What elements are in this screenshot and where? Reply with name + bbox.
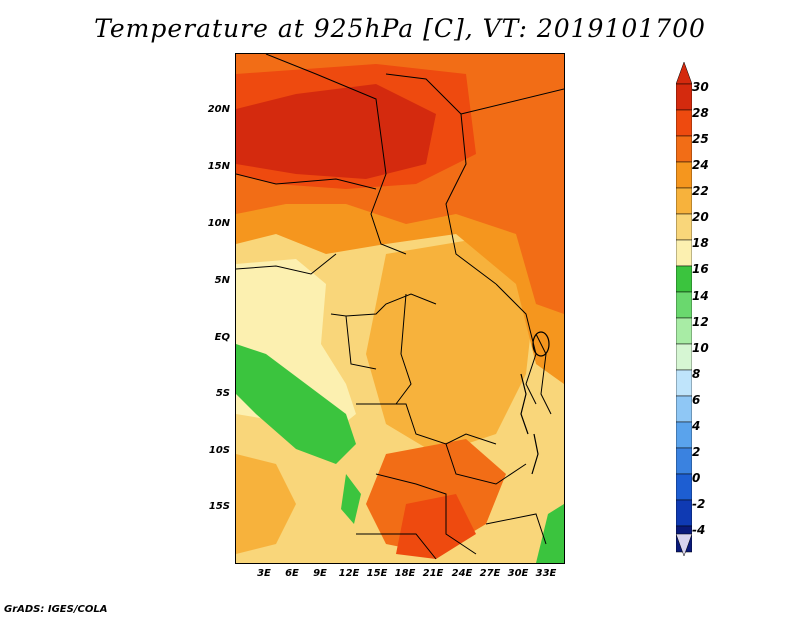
field-30-core bbox=[236, 84, 436, 179]
colorbar-cell bbox=[676, 369, 692, 397]
colorbar-cell bbox=[676, 499, 692, 527]
lon-label-3e: 3E bbox=[257, 568, 271, 579]
colorbar-cell bbox=[676, 239, 692, 267]
lat-label-10s: 10S bbox=[208, 445, 230, 456]
colorbar-cell bbox=[676, 109, 692, 137]
field-28-30-kalahari bbox=[396, 494, 476, 559]
colorbar-cells bbox=[676, 83, 692, 553]
field-22-24-southwest bbox=[236, 454, 296, 554]
lon-label-24e: 24E bbox=[451, 568, 473, 579]
colorbar-cell bbox=[676, 83, 692, 111]
colorbar-cell bbox=[676, 317, 692, 345]
colorbar-cell bbox=[676, 421, 692, 449]
grads-credit: GrADS: IGES/COLA bbox=[4, 604, 108, 615]
colorbar-cell bbox=[676, 135, 692, 163]
lat-label-5n: 5N bbox=[214, 275, 230, 286]
lon-label-30e: 30E bbox=[507, 568, 529, 579]
lat-label-10n: 10N bbox=[207, 218, 230, 229]
lon-label-21e: 21E bbox=[422, 568, 444, 579]
country-borders bbox=[236, 54, 564, 560]
colorbar-label-minus2: -2 bbox=[692, 497, 706, 511]
colorbar-label-4: 4 bbox=[692, 419, 701, 433]
map-title: Temperature at 925hPa [C], VT: 201910170… bbox=[94, 14, 706, 43]
colorbar bbox=[676, 62, 692, 557]
colorbar-label-22: 22 bbox=[692, 184, 709, 198]
colorbar-cell bbox=[676, 343, 692, 371]
lat-label-5s: 5S bbox=[215, 388, 230, 399]
colorbar-label-10: 10 bbox=[692, 341, 709, 355]
lon-label-15e: 15E bbox=[366, 568, 388, 579]
colorbar-label-30: 30 bbox=[692, 80, 709, 94]
colorbar-cell bbox=[676, 473, 692, 501]
lon-label-12e: 12E bbox=[338, 568, 360, 579]
colorbar-cell bbox=[676, 447, 692, 475]
colorbar-label-12: 12 bbox=[692, 315, 709, 329]
lat-label-15n: 15N bbox=[207, 161, 230, 172]
colorbar-cell bbox=[676, 187, 692, 215]
lon-label-6e: 6E bbox=[285, 568, 299, 579]
colorbar-label-2: 2 bbox=[692, 445, 701, 459]
colorbar-label-0: 0 bbox=[692, 471, 701, 485]
field-24-25-north bbox=[236, 194, 564, 384]
colorbar-label-24: 24 bbox=[692, 158, 709, 172]
colorbar-label-8: 8 bbox=[692, 367, 701, 381]
field-16-18-coast bbox=[341, 474, 361, 524]
colorbar-label-minus4: -4 bbox=[692, 523, 706, 537]
colorbar-cell bbox=[676, 265, 692, 293]
lakes bbox=[520, 331, 550, 475]
colorbar-cell bbox=[676, 291, 692, 319]
lat-label-eq: EQ bbox=[214, 332, 230, 343]
temperature-field bbox=[236, 54, 564, 563]
field-16-18-southeast bbox=[536, 504, 564, 563]
lon-label-33e: 33E bbox=[535, 568, 557, 579]
field-16-18-atlantic bbox=[236, 344, 356, 464]
colorbar-cell bbox=[676, 213, 692, 241]
lon-label-18e: 18E bbox=[394, 568, 416, 579]
temperature-map bbox=[235, 53, 565, 564]
colorbar-label-20: 20 bbox=[692, 210, 709, 224]
colorbar-label-14: 14 bbox=[692, 289, 709, 303]
colorbar-label-6: 6 bbox=[692, 393, 701, 407]
lon-label-27e: 27E bbox=[479, 568, 501, 579]
colorbar-label-18: 18 bbox=[692, 236, 709, 250]
colorbar-bottom-arrow bbox=[676, 533, 692, 557]
colorbar-top-arrow bbox=[676, 62, 692, 85]
colorbar-label-16: 16 bbox=[692, 262, 709, 276]
colorbar-label-25: 25 bbox=[692, 132, 709, 146]
lat-label-15s: 15S bbox=[208, 501, 230, 512]
colorbar-cell bbox=[676, 395, 692, 423]
colorbar-label-28: 28 bbox=[692, 106, 709, 120]
field-22-24-basin bbox=[366, 239, 536, 454]
lon-label-9e: 9E bbox=[313, 568, 327, 579]
colorbar-cell bbox=[676, 161, 692, 189]
lat-label-20n: 20N bbox=[207, 104, 230, 115]
